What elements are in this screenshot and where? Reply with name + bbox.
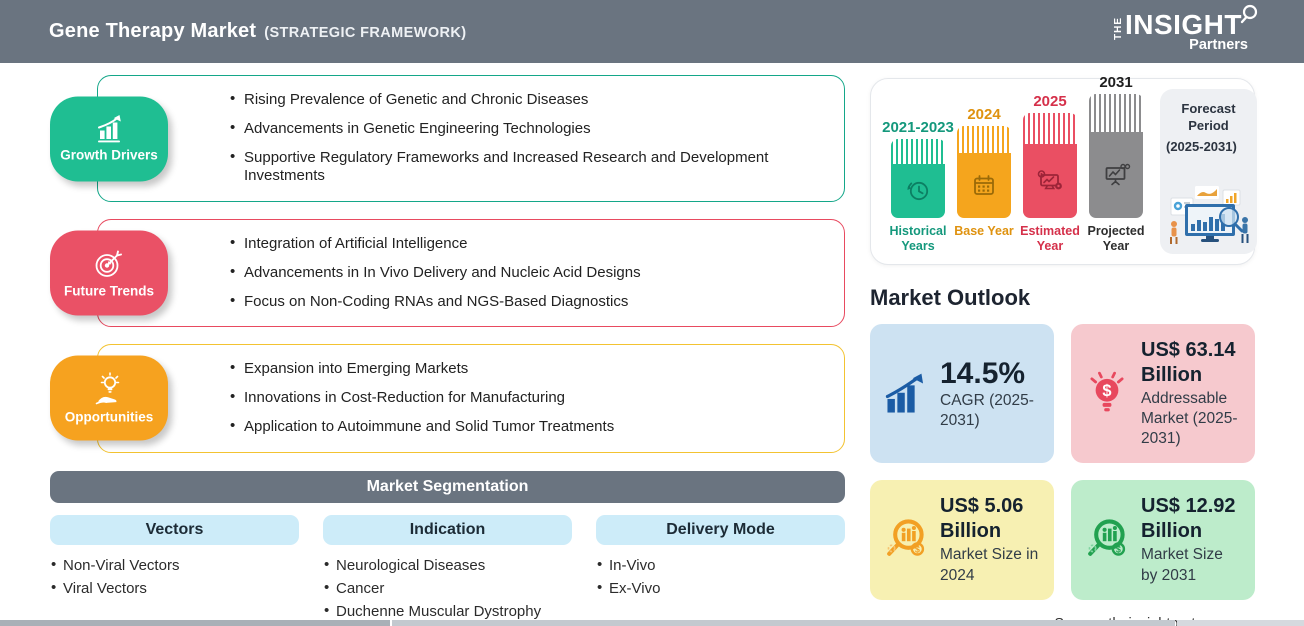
segment-column-vectors: Vectors Non-Viral Vectors Viral Vectors xyxy=(50,514,299,623)
growth-driver-item: Rising Prevalence of Genetic and Chronic… xyxy=(230,86,826,115)
cagr-card: 14.5% CAGR (2025-2031) xyxy=(870,324,1054,464)
growth-drivers-box: Rising Prevalence of Genetic and Chronic… xyxy=(97,75,845,202)
market-outlook-cards: 14.5% CAGR (2025-2031) $ xyxy=(870,324,1255,600)
growth-chart-icon xyxy=(885,373,924,413)
future-trends-box: Integration of Artificial Intelligence A… xyxy=(97,219,845,328)
monitor-gear-icon xyxy=(1037,170,1062,190)
growth-driver-item: Supportive Regulatory Frameworks and Inc… xyxy=(230,144,826,192)
opportunities-label: Opportunities xyxy=(64,409,154,425)
growth-drivers-pill: Growth Drivers xyxy=(50,96,168,181)
magnifier-icon xyxy=(1240,4,1258,23)
projected-year-label: Projected Year xyxy=(1087,224,1145,253)
market-outlook-title: Market Outlook xyxy=(870,285,1031,310)
market-magnifier-icon: $ xyxy=(1088,519,1126,556)
main-content: Growth Drivers Rising Prevalence of Gene… xyxy=(0,63,1304,626)
opportunity-item: Expansion into Emerging Markets xyxy=(230,355,826,384)
opportunity-item: Innovations in Cost-Reduction for Manufa… xyxy=(230,384,826,413)
historical-years-value: 2021-2023 xyxy=(882,119,954,136)
delivery-mode-item: In-Vivo xyxy=(596,554,845,577)
forecast-period-panel: Forecast Period (2025-2031) xyxy=(1160,89,1257,254)
segment-column-delivery-mode: Delivery Mode In-Vivo Ex-Vivo xyxy=(596,514,845,623)
segment-column-indication: Indication Neurological Diseases Cancer … xyxy=(323,514,572,623)
insight-partners-logo: The INSIGHT Partners xyxy=(1112,4,1258,53)
target-dart-icon xyxy=(95,250,122,277)
svg-text:$: $ xyxy=(1116,545,1121,555)
projected-year-bar: 2031 xyxy=(1083,74,1149,254)
hand-lightbulb-icon xyxy=(95,372,120,405)
svg-text:$: $ xyxy=(1102,382,1111,400)
dollar-lightbulb-icon: $ xyxy=(1090,371,1124,412)
future-trends-label: Future Trends xyxy=(63,283,154,299)
delivery-mode-item: Ex-Vivo xyxy=(596,577,845,600)
growth-bars-arrow-icon xyxy=(98,115,121,143)
market-size-2024-card: $ US$ 5.06 Billion Market Size in 2024 xyxy=(870,480,1054,600)
market-size-2031-value: US$ 12.92 Billion xyxy=(1141,495,1236,543)
history-clock-icon xyxy=(907,181,929,201)
base-year-bar: 2024 xyxy=(951,106,1017,254)
page-subtitle: (STRATEGIC FRAMEWORK) xyxy=(264,25,467,41)
future-trend-item: Focus on Non-Coding RNAs and NGS-Based D… xyxy=(230,288,826,317)
historical-years-label: Historical Years xyxy=(889,224,947,253)
estimated-year-bar: 2025 xyxy=(1017,93,1083,254)
estimated-year-label: Estimated Year xyxy=(1020,224,1080,253)
estimated-year-value: 2025 xyxy=(1033,93,1067,110)
indication-item: Duchenne Muscular Dystrophy xyxy=(323,600,572,623)
timeline-card: 2021-2023 Historical Years xyxy=(870,74,1257,265)
vectors-item: Non-Viral Vectors xyxy=(50,554,299,577)
opportunities-pill: Opportunities xyxy=(50,355,168,441)
market-size-2031-label: Market Size by 2031 xyxy=(1141,546,1223,584)
future-trend-item: Advancements in In Vivo Delivery and Nuc… xyxy=(230,259,826,288)
historical-years-bar: 2021-2023 Historical Years xyxy=(882,119,954,254)
market-size-2024-label: Market Size in 2024 xyxy=(940,546,1039,584)
svg-text:$: $ xyxy=(915,545,920,555)
header-bar: Gene Therapy Market (STRATEGIC FRAMEWORK)… xyxy=(0,0,1304,63)
bottom-strip xyxy=(0,620,1304,626)
logo-the-text: The xyxy=(1112,16,1124,40)
page-title-text: Gene Therapy Market xyxy=(49,20,257,42)
vectors-header: Vectors xyxy=(50,514,299,545)
opportunities-box: Expansion into Emerging Markets Innovati… xyxy=(97,344,845,453)
future-trend-item: Integration of Artificial Intelligence xyxy=(230,230,826,259)
indication-item: Cancer xyxy=(323,577,572,600)
addressable-market-label: Addressable Market (2025-2031) xyxy=(1141,390,1238,448)
indication-header: Indication xyxy=(323,514,572,545)
base-year-value: 2024 xyxy=(967,106,1001,123)
analysts-charts-illustration xyxy=(1169,186,1248,244)
cagr-value: 14.5% xyxy=(940,356,1026,390)
base-year-label: Base Year xyxy=(954,224,1014,238)
framework-column: Growth Drivers Rising Prevalence of Gene… xyxy=(50,75,845,626)
market-size-2031-card: $ US$ 12.92 Billion Market Size by 2031 xyxy=(1071,480,1255,600)
projection-screen-icon xyxy=(1105,163,1131,186)
opportunity-item: Application to Autoimmune and Solid Tumo… xyxy=(230,413,826,442)
addressable-market-value: US$ 63.14 Billion xyxy=(1141,339,1236,386)
market-magnifier-icon: $ xyxy=(887,519,925,556)
addressable-market-card: $ US$ 63.14 Billion Addressable Market (… xyxy=(1071,324,1255,464)
vectors-item: Viral Vectors xyxy=(50,577,299,600)
outlook-column: 2021-2023 Historical Years xyxy=(870,74,1257,626)
growth-driver-item: Advancements in Genetic Engineering Tech… xyxy=(230,115,826,144)
timeline-bars: 2021-2023 Historical Years xyxy=(881,74,1153,254)
segmentation-columns: Vectors Non-Viral Vectors Viral Vectors … xyxy=(50,514,845,623)
calendar-icon xyxy=(974,174,994,195)
forecast-period-range: (2025-2031) xyxy=(1166,138,1237,154)
future-trends-pill: Future Trends xyxy=(50,230,168,316)
opportunities-section: Opportunities Expansion into Emerging Ma… xyxy=(50,344,845,453)
logo-insight-text: INSIGHT xyxy=(1125,4,1258,39)
forecast-period-title: Forecast Period xyxy=(1181,101,1236,133)
market-size-2024-value: US$ 5.06 Billion xyxy=(940,495,1024,543)
growth-drivers-section: Growth Drivers Rising Prevalence of Gene… xyxy=(50,75,845,202)
future-trends-section: Future Trends Integration of Artificial … xyxy=(50,219,845,328)
market-segmentation-header: Market Segmentation xyxy=(50,470,845,503)
growth-drivers-label: Growth Drivers xyxy=(60,147,158,163)
page-title: Gene Therapy Market (STRATEGIC FRAMEWORK) xyxy=(49,20,466,43)
delivery-mode-header: Delivery Mode xyxy=(596,514,845,545)
cagr-label: CAGR (2025-2031) xyxy=(940,391,1034,429)
projected-year-value: 2031 xyxy=(1099,74,1133,91)
logo-partners-text: Partners xyxy=(1189,36,1248,53)
indication-item: Neurological Diseases xyxy=(323,554,572,577)
